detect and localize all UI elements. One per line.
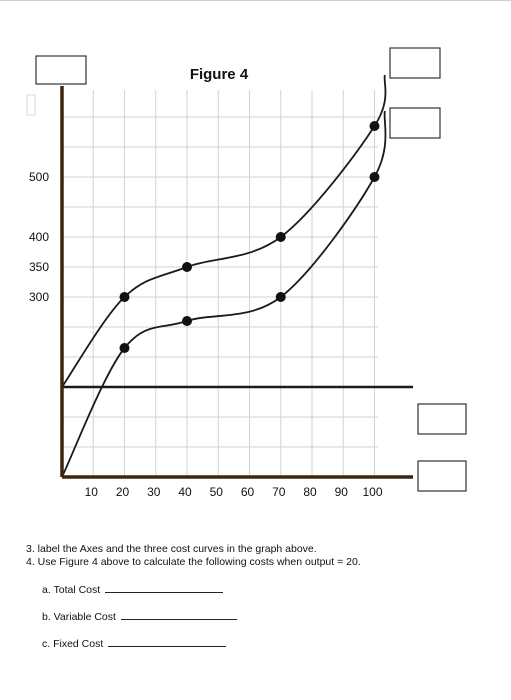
variable-cost-item: b. Variable Cost bbox=[42, 609, 237, 623]
fixed-cost-answer-line[interactable] bbox=[108, 636, 227, 647]
total-cost-curve bbox=[61, 74, 387, 388]
y-tick-label: 300 bbox=[29, 290, 49, 304]
fixed-cost-label: c. Fixed Cost bbox=[42, 638, 104, 650]
total-cost-item: a. Total Cost bbox=[42, 582, 224, 596]
chart-ticks: 10 20 30 40 50 60 70 80 90 100 300 350 400 500 bbox=[29, 170, 383, 499]
upper-curve-point bbox=[275, 232, 286, 242]
lower-curve-point bbox=[275, 292, 286, 302]
y-axis-label-box[interactable] bbox=[35, 55, 87, 85]
lower-curve-point bbox=[369, 172, 380, 182]
upper-curve-point bbox=[119, 292, 130, 302]
horizontal-line-label-box[interactable] bbox=[417, 403, 467, 435]
x-axis-label-box[interactable] bbox=[417, 460, 467, 492]
lower-curve-point bbox=[119, 343, 130, 353]
x-tick-label: 20 bbox=[116, 485, 130, 499]
figure-4-chart: 10 20 30 40 50 60 70 80 90 100 300 350 400 500 Figure… bbox=[26, 47, 467, 499]
variable-cost-curve bbox=[61, 110, 387, 478]
chart-title: Figure 4 bbox=[190, 66, 249, 83]
total-cost-answer-line[interactable] bbox=[105, 582, 224, 593]
x-tick-label: 30 bbox=[147, 485, 161, 499]
y-tick-label: 500 bbox=[29, 170, 49, 184]
x-tick-label: 70 bbox=[272, 485, 286, 499]
upper-curve-point bbox=[182, 262, 192, 272]
question-4: 4. Use Figure 4 above to calculate the f… bbox=[26, 556, 361, 568]
x-tick-label: 40 bbox=[178, 485, 192, 499]
upper-curve-point bbox=[369, 121, 380, 131]
x-tick-label: 90 bbox=[335, 485, 349, 499]
x-tick-label: 50 bbox=[210, 485, 224, 499]
total-cost-label: a. Total Cost bbox=[42, 584, 101, 596]
y-tick-label: 350 bbox=[29, 260, 49, 274]
lower-curve-label-box[interactable] bbox=[389, 107, 441, 139]
variable-cost-answer-line[interactable] bbox=[120, 609, 237, 620]
chart-grid bbox=[62, 90, 378, 477]
chart-axes bbox=[60, 86, 413, 479]
fixed-cost-item: c. Fixed Cost bbox=[42, 636, 227, 650]
x-tick-label: 100 bbox=[362, 485, 382, 499]
question-3: 3. label the Axes and the three cost cur… bbox=[26, 543, 317, 555]
y-tick-label: 400 bbox=[29, 230, 49, 244]
chart-markers bbox=[119, 121, 380, 353]
variable-cost-label: b. Variable Cost bbox=[42, 611, 116, 623]
x-tick-label: 80 bbox=[303, 485, 317, 499]
top-divider bbox=[0, 0, 511, 1]
label-boxes bbox=[26, 47, 467, 492]
upper-curve-label-box[interactable] bbox=[389, 47, 441, 79]
x-tick-label: 10 bbox=[85, 485, 99, 499]
x-tick-label: 60 bbox=[241, 485, 255, 499]
lower-curve-point bbox=[182, 316, 192, 326]
faint-marker-box bbox=[26, 94, 36, 116]
